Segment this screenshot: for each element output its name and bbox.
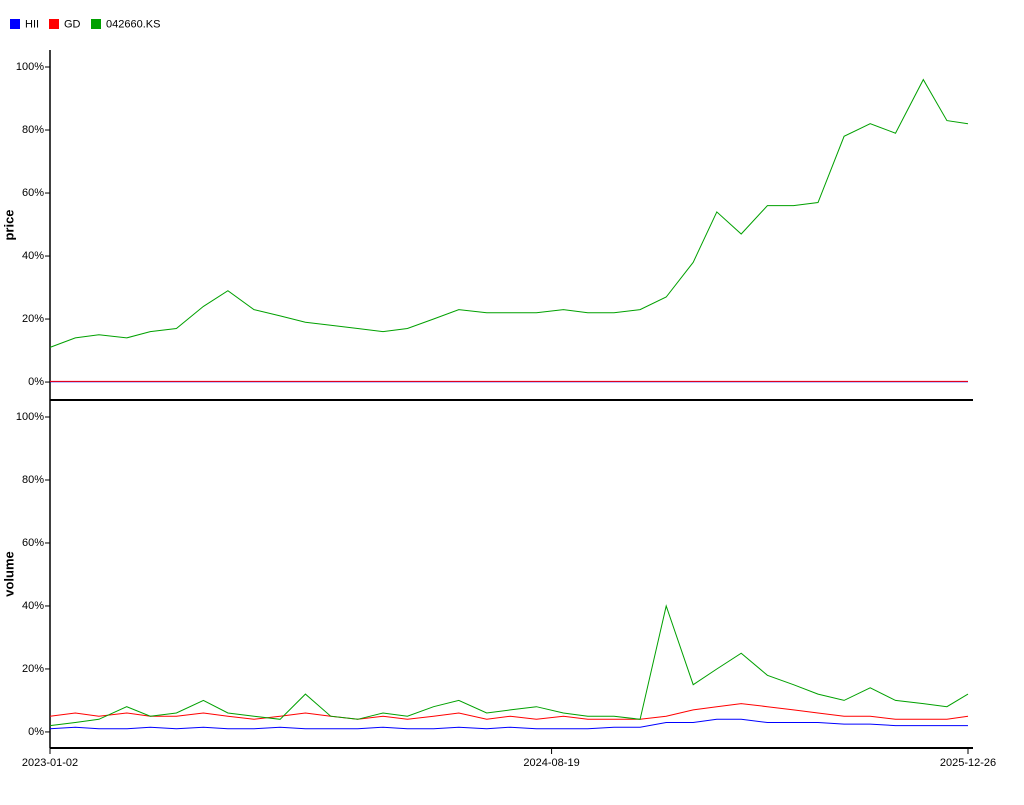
legend-label: GD — [64, 18, 81, 30]
y-tick-label: 80% — [22, 474, 44, 486]
series-line — [49, 718, 968, 730]
y-tick-label: 0% — [28, 376, 44, 388]
series-line — [49, 703, 969, 720]
y-tick-label: 60% — [22, 187, 44, 199]
y-tick-label: 100% — [16, 61, 44, 73]
y-axis-label: volume — [1, 551, 16, 597]
legend-label: HII — [25, 18, 39, 30]
y-tick-label: 0% — [28, 726, 44, 738]
series-line — [49, 604, 969, 727]
x-tick-label: 2024-08-19 — [523, 757, 579, 769]
y-tick-label: 20% — [22, 313, 44, 325]
legend-swatch — [49, 19, 59, 29]
y-tick-label: 100% — [16, 411, 44, 423]
x-tick-label: 2023-01-02 — [22, 757, 78, 769]
legend-label: 042660.KS — [106, 18, 160, 30]
legend-swatch — [10, 19, 20, 29]
y-tick-label: 60% — [22, 537, 44, 549]
y-tick-label: 40% — [22, 250, 44, 262]
y-axis-label: price — [1, 209, 16, 240]
y-tick-label: 80% — [22, 124, 44, 136]
series-line — [49, 78, 969, 348]
y-tick-label: 20% — [22, 663, 44, 675]
y-tick-label: 40% — [22, 600, 44, 612]
x-tick-label: 2025-12-26 — [940, 757, 996, 769]
legend-swatch — [91, 19, 101, 29]
